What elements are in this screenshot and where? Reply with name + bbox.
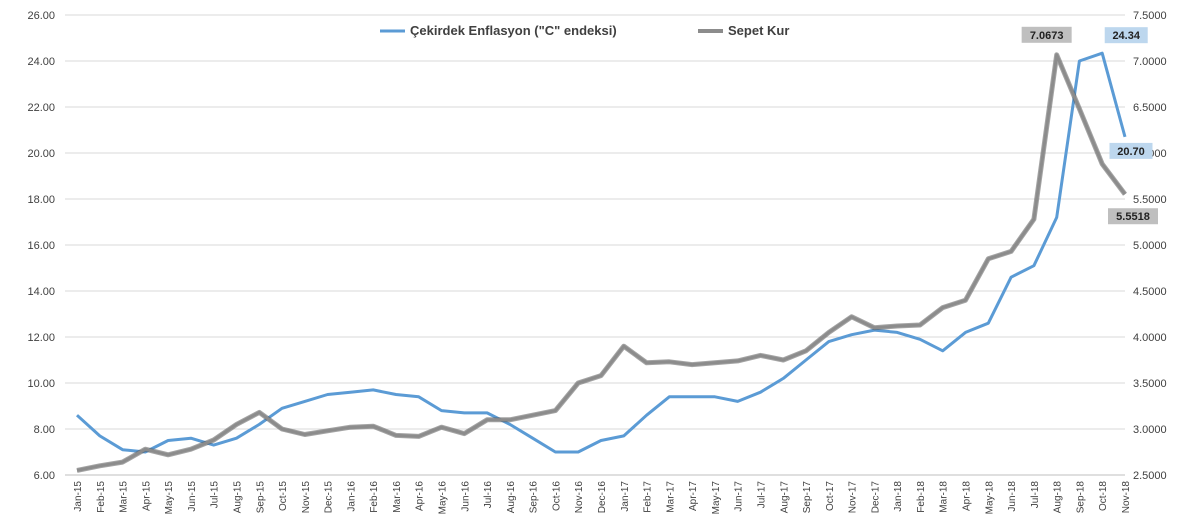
x-axis-ticks: Jan-15 Feb-15 Mar-15 Apr-15 May-15 Jun-15 Jul-… xyxy=(65,474,1132,515)
left-tick-label: 12.00 xyxy=(27,332,55,344)
x-tick-label: Sep-16 xyxy=(529,481,540,514)
legend: Çekirdek Enflasyon ("C" endeksi) Sepet K… xyxy=(380,23,789,38)
x-tick-label: Oct-18 xyxy=(1098,481,1109,511)
right-tick-label: 7.0000 xyxy=(1133,56,1167,68)
data-label-box xyxy=(1104,27,1148,44)
right-tick-label: 4.0000 xyxy=(1133,332,1167,344)
series-lines xyxy=(75,51,1127,473)
x-tick-label: May-18 xyxy=(984,481,995,515)
x-tick-label: Sep-15 xyxy=(255,481,266,514)
data-label: 20.70 xyxy=(1117,146,1145,158)
x-tick-label: Nov-16 xyxy=(574,481,585,514)
x-tick-label: Jun-18 xyxy=(1007,481,1018,512)
x-tick-label: May-17 xyxy=(711,481,722,515)
x-tick-label: Aug-16 xyxy=(506,481,517,514)
data-label-box xyxy=(1021,26,1072,43)
data-label: 5.5518 xyxy=(1116,211,1150,223)
x-tick-label: Mar-17 xyxy=(665,481,676,513)
x-tick-label: Feb-17 xyxy=(643,481,654,513)
left-tick-label: 14.00 xyxy=(27,286,55,298)
x-tick-label: Jan-15 xyxy=(73,481,84,512)
x-tick-label: Aug-17 xyxy=(779,481,790,514)
x-tick-label: Jan-18 xyxy=(893,481,904,512)
data-labels: 24.34 20.70 7.0673 5.5518 xyxy=(1021,26,1158,225)
x-tick-label: Aug-15 xyxy=(232,481,243,514)
x-tick-label: Oct-16 xyxy=(551,481,562,511)
right-tick-label: 7.5000 xyxy=(1133,10,1167,22)
x-tick-label: Feb-15 xyxy=(96,481,107,513)
series-line-shadow xyxy=(76,52,1127,473)
x-tick-label: Apr-18 xyxy=(962,481,973,511)
x-tick-label: Dec-17 xyxy=(870,481,881,514)
right-axis-ticks: 2.5000 3.0000 3.5000 4.0000 4.5000 5.0000 5.50… xyxy=(1133,10,1167,482)
data-label-box xyxy=(1109,142,1153,159)
left-tick-label: 26.00 xyxy=(27,10,55,22)
x-tick-label: Jun-15 xyxy=(187,481,198,512)
x-tick-label: Sep-18 xyxy=(1075,481,1086,514)
x-tick-label: Jul-17 xyxy=(756,481,767,509)
x-tick-label: Aug-18 xyxy=(1053,481,1064,514)
x-tick-label: Feb-18 xyxy=(916,481,927,513)
series-line-core-inflation xyxy=(75,51,1127,454)
right-tick-label: 6.5000 xyxy=(1133,102,1167,114)
right-tick-label: 5.5000 xyxy=(1133,194,1167,206)
x-tick-label: Jun-17 xyxy=(734,481,745,512)
left-tick-label: 24.00 xyxy=(27,56,55,68)
x-tick-label: Mar-15 xyxy=(119,481,130,513)
x-tick-label: Dec-15 xyxy=(324,481,335,514)
data-label: 24.34 xyxy=(1112,30,1140,42)
left-tick-label: 18.00 xyxy=(27,194,55,206)
right-tick-label: 2.5000 xyxy=(1133,470,1167,482)
x-tick-label: Sep-17 xyxy=(802,481,813,514)
right-tick-label: 3.0000 xyxy=(1133,424,1167,436)
x-tick-label: Jan-16 xyxy=(346,481,357,512)
x-tick-label: Oct-15 xyxy=(278,481,289,511)
x-tick-label: Jul-15 xyxy=(210,481,221,509)
right-tick-label: 3.5000 xyxy=(1133,378,1167,390)
left-tick-label: 16.00 xyxy=(27,240,55,252)
x-tick-label: Mar-18 xyxy=(939,481,950,513)
data-label-box xyxy=(1108,208,1158,225)
x-tick-label: Nov-17 xyxy=(848,481,859,514)
x-tick-label: May-16 xyxy=(438,481,449,515)
x-tick-label: Jul-16 xyxy=(483,481,494,509)
x-tick-label: Apr-15 xyxy=(141,481,152,511)
x-tick-label: Jun-16 xyxy=(460,481,471,512)
series-line-basket-fx xyxy=(76,53,1127,472)
left-tick-label: 22.00 xyxy=(27,102,55,114)
left-tick-label: 6.00 xyxy=(34,470,55,482)
x-tick-label: Oct-17 xyxy=(825,481,836,511)
x-tick-label: Apr-16 xyxy=(415,481,426,511)
left-tick-label: 10.00 xyxy=(27,378,55,390)
right-tick-label: 5.0000 xyxy=(1133,240,1167,252)
x-tick-label: Nov-18 xyxy=(1121,481,1132,514)
left-tick-label: 8.00 xyxy=(34,424,55,436)
x-tick-label: Mar-16 xyxy=(392,481,403,513)
right-tick-label: 4.5000 xyxy=(1133,286,1167,298)
legend-label-core-inflation: Çekirdek Enflasyon ("C" endeksi) xyxy=(410,23,617,38)
x-tick-label: Apr-17 xyxy=(688,481,699,511)
x-tick-label: Jan-17 xyxy=(620,481,631,512)
x-tick-label: Feb-16 xyxy=(369,481,380,513)
data-label: 7.0673 xyxy=(1030,30,1064,42)
x-tick-label: Jul-18 xyxy=(1030,481,1041,509)
left-tick-label: 20.00 xyxy=(27,148,55,160)
legend-label-basket-fx: Sepet Kur xyxy=(728,23,789,38)
x-tick-label: May-15 xyxy=(164,481,175,515)
gridlines xyxy=(65,14,1125,476)
x-tick-label: Nov-15 xyxy=(301,481,312,514)
x-tick-label: Dec-16 xyxy=(597,481,608,514)
left-axis-ticks: 6.00 8.00 10.00 12.00 14.00 16.00 18.00 20.00 22… xyxy=(27,10,55,482)
